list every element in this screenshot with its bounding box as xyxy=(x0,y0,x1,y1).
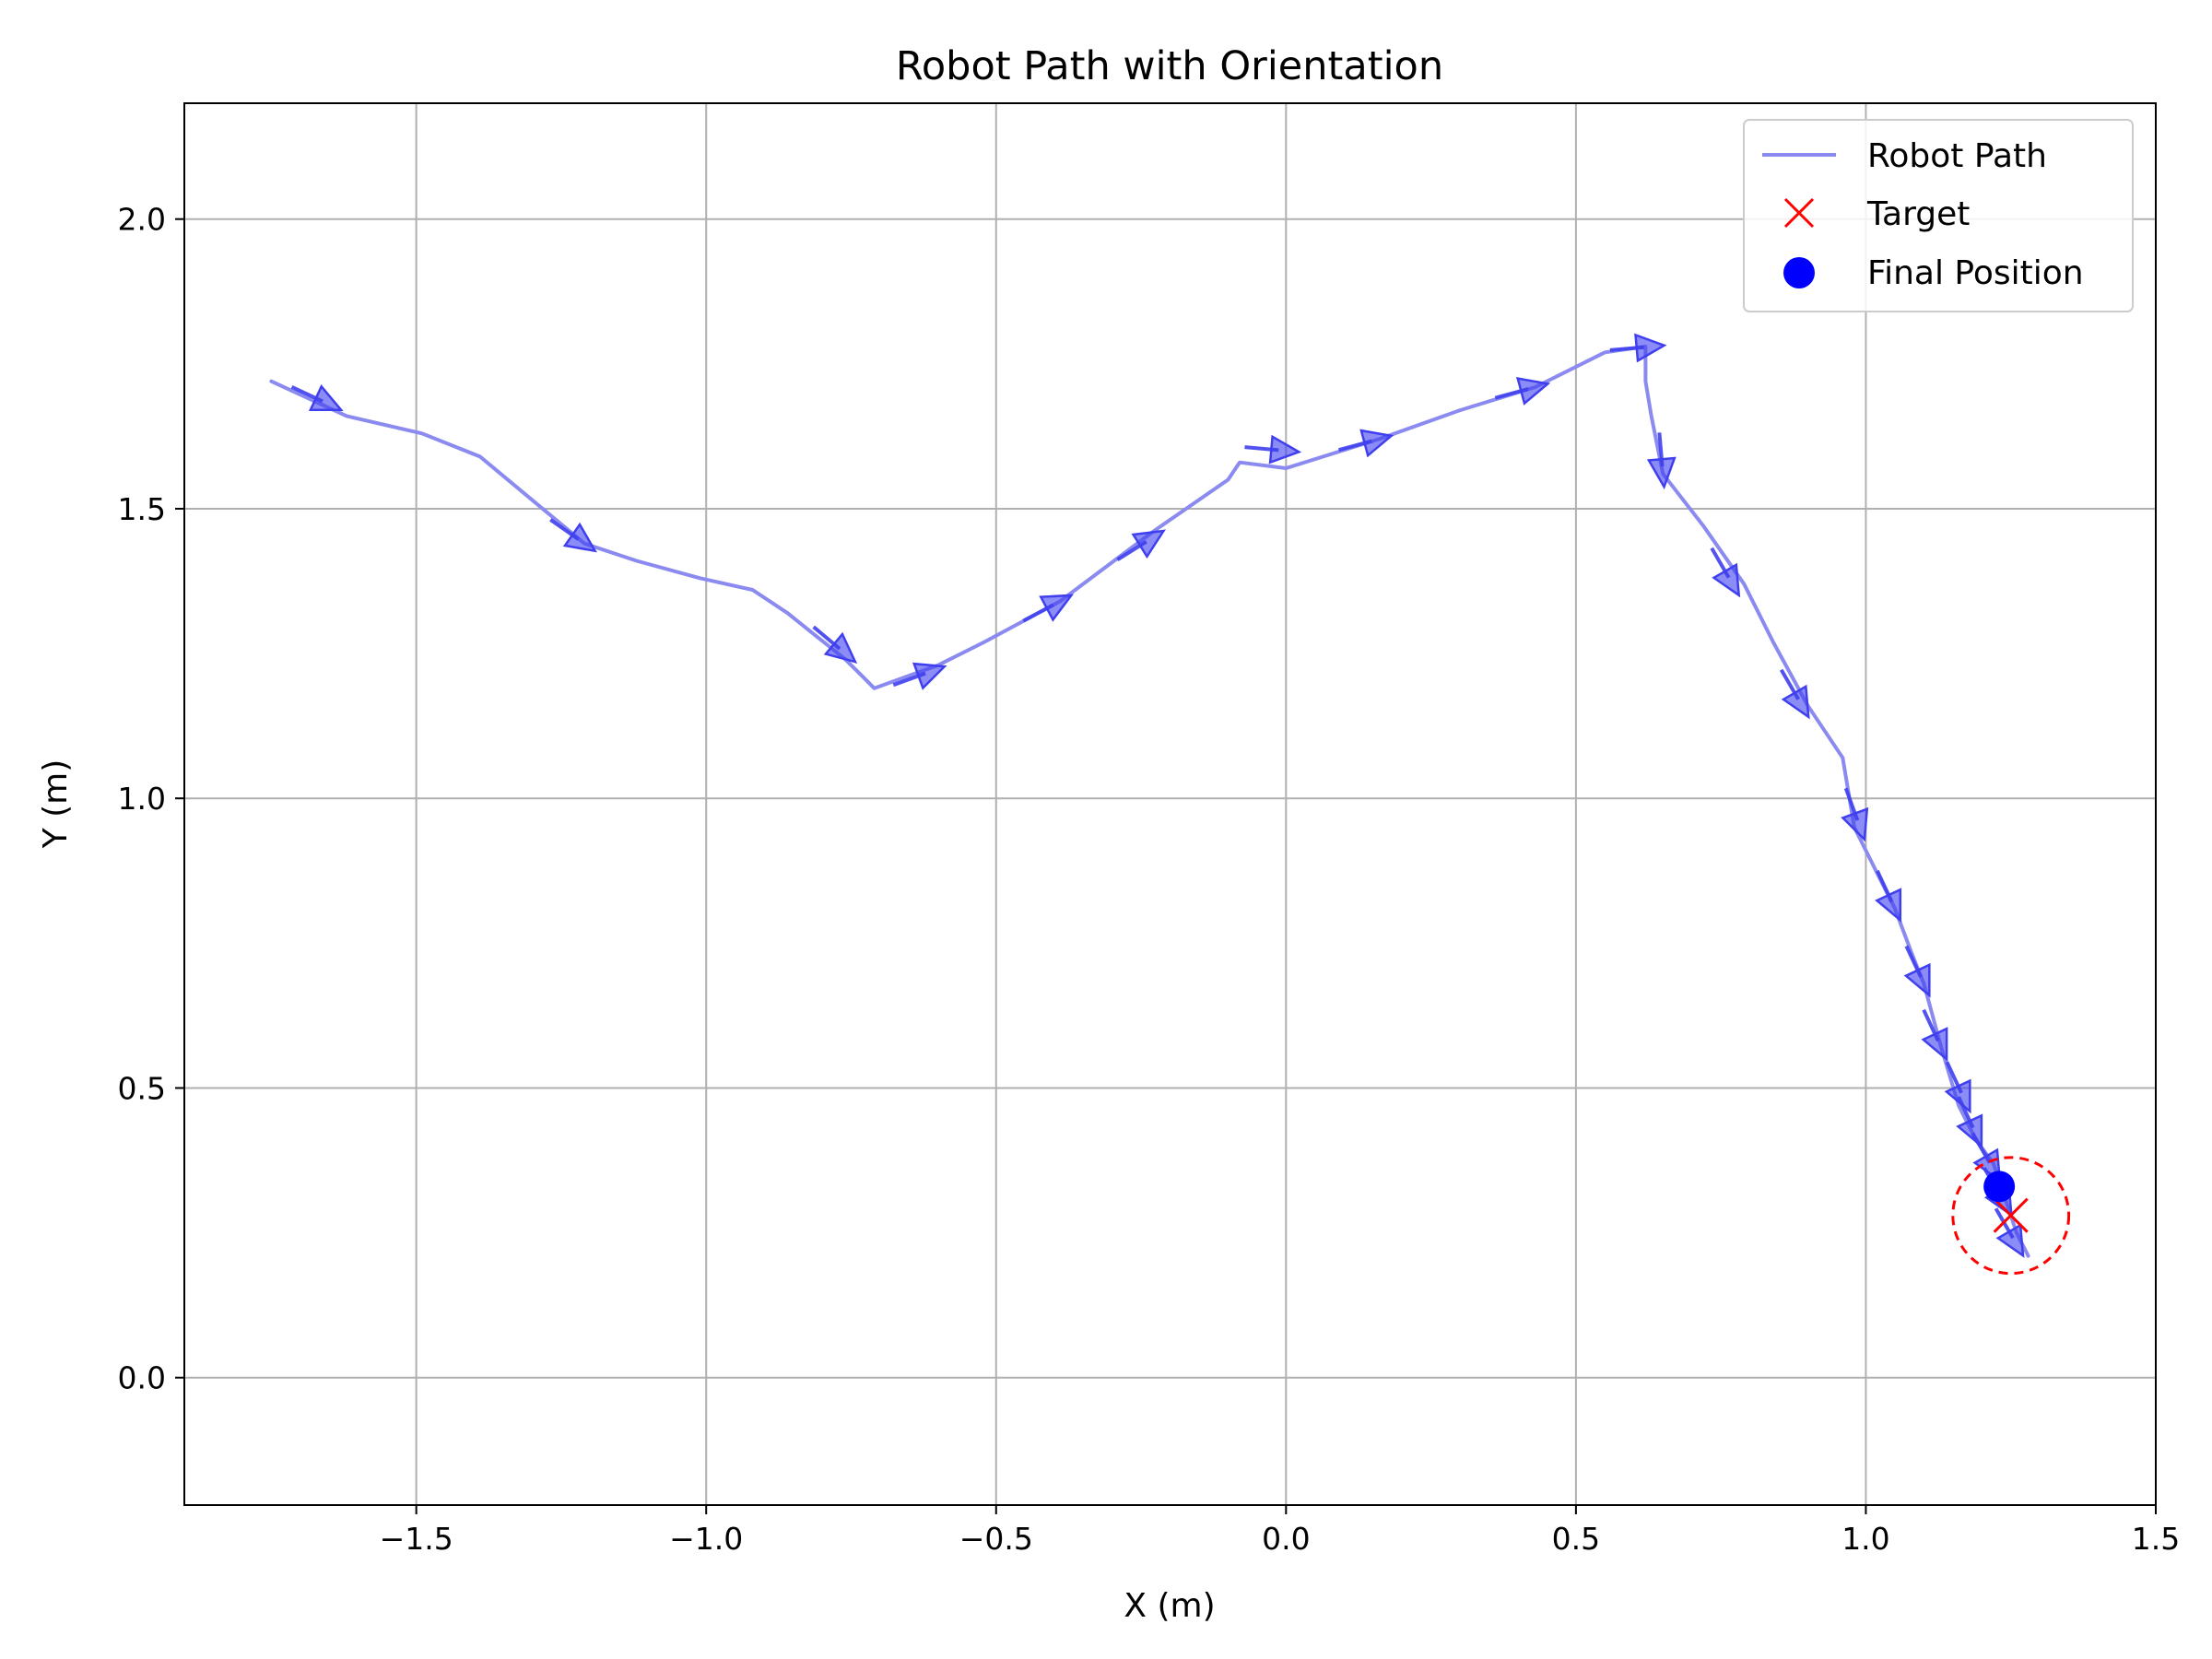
x-tick-label: 0.5 xyxy=(1552,1521,1600,1557)
orientation-arrow-head xyxy=(1712,562,1741,598)
orientation-arrow-head xyxy=(1944,1078,1971,1114)
orientation-arrow xyxy=(1494,377,1551,406)
x-axis-label: X (m) xyxy=(1124,1587,1215,1625)
target-marker-stroke xyxy=(1993,1197,2029,1233)
legend: Robot Path Target Final Position xyxy=(1743,119,2134,312)
x-tick-label: −0.5 xyxy=(959,1521,1033,1557)
orientation-arrow-head xyxy=(1875,888,1902,923)
chart-title: Robot Path with Orientation xyxy=(896,43,1443,89)
y-tick-label: 0.5 xyxy=(118,1070,166,1106)
orientation-arrow-head xyxy=(1268,434,1302,465)
orientation-arrow-head xyxy=(1995,1223,2025,1258)
x-tick-label: −1.5 xyxy=(380,1521,453,1557)
orientation-arrow-head xyxy=(308,384,344,411)
y-tick-label: 0.0 xyxy=(118,1360,166,1396)
orientation-arrow-head xyxy=(1646,456,1677,490)
orientation-arrow-head xyxy=(1131,529,1166,559)
orientation-arrow-head xyxy=(823,631,858,664)
orientation-arrow xyxy=(1609,333,1667,363)
orientation-arrow xyxy=(1875,869,1902,923)
grid xyxy=(184,103,2157,1505)
x-tick-label: 1.5 xyxy=(2132,1521,2180,1557)
target-radius-circle xyxy=(1951,1156,2071,1276)
legend-label-final-position: Final Position xyxy=(1867,254,2084,292)
legend-label-robot-path: Robot Path xyxy=(1867,137,2047,175)
y-axis-label: Y (m) xyxy=(37,759,75,850)
orientation-arrow xyxy=(1944,1061,1971,1114)
orientation-arrow xyxy=(1646,432,1677,490)
orientation-arrow xyxy=(1921,1008,1948,1062)
legend-box xyxy=(1743,119,2134,312)
x-tick-label: 1.0 xyxy=(1841,1521,1889,1557)
target-marker xyxy=(1993,1197,2029,1233)
orientation-arrow xyxy=(812,625,858,664)
orientation-arrow xyxy=(1116,529,1166,561)
orientation-arrow-head xyxy=(1516,377,1551,406)
orientation-arrow xyxy=(892,662,947,690)
orientation-arrow xyxy=(1841,787,1869,842)
markers xyxy=(1951,1156,2071,1276)
orientation-arrow xyxy=(1022,594,1074,623)
legend-final-position-swatch xyxy=(1783,257,1815,288)
orientation-arrow-head xyxy=(912,662,947,690)
orientation-arrow-head xyxy=(1039,594,1074,622)
final-position-marker xyxy=(1983,1171,2016,1203)
orientation-arrow-head xyxy=(562,522,597,553)
orientation-arrow-head xyxy=(1781,684,1810,720)
y-tick-label: 2.0 xyxy=(118,202,166,238)
axis-ticks: −1.5 −1.0 −0.5 0.0 0.5 1.0 1.5 0.0 0.5 1.0 1.5 2.0 xyxy=(118,202,2181,1557)
orientation-arrow-head xyxy=(1921,1027,1948,1062)
orientation-arrow-head xyxy=(1903,962,1931,998)
orientation-arrows xyxy=(290,333,2025,1258)
orientation-arrow xyxy=(1903,945,1931,998)
x-tick-label: 0.0 xyxy=(1262,1521,1310,1557)
orientation-arrow xyxy=(290,384,344,411)
orientation-arrow xyxy=(1710,547,1741,598)
orientation-arrow xyxy=(1338,429,1394,458)
orientation-arrow xyxy=(549,518,597,553)
orientation-arrow xyxy=(1244,434,1302,465)
legend-target-swatch xyxy=(1783,197,1815,229)
x-tick-label: −1.0 xyxy=(669,1521,743,1557)
orientation-arrow xyxy=(1779,668,1810,720)
y-tick-label: 1.5 xyxy=(118,491,166,527)
orientation-arrow-head xyxy=(1841,806,1869,842)
orientation-arrow-head xyxy=(1359,429,1394,458)
plot-frame xyxy=(183,102,2157,1506)
y-tick-label: 1.0 xyxy=(118,781,166,817)
orientation-arrow-head xyxy=(1634,333,1667,363)
legend-label-target: Target xyxy=(1866,195,1970,233)
